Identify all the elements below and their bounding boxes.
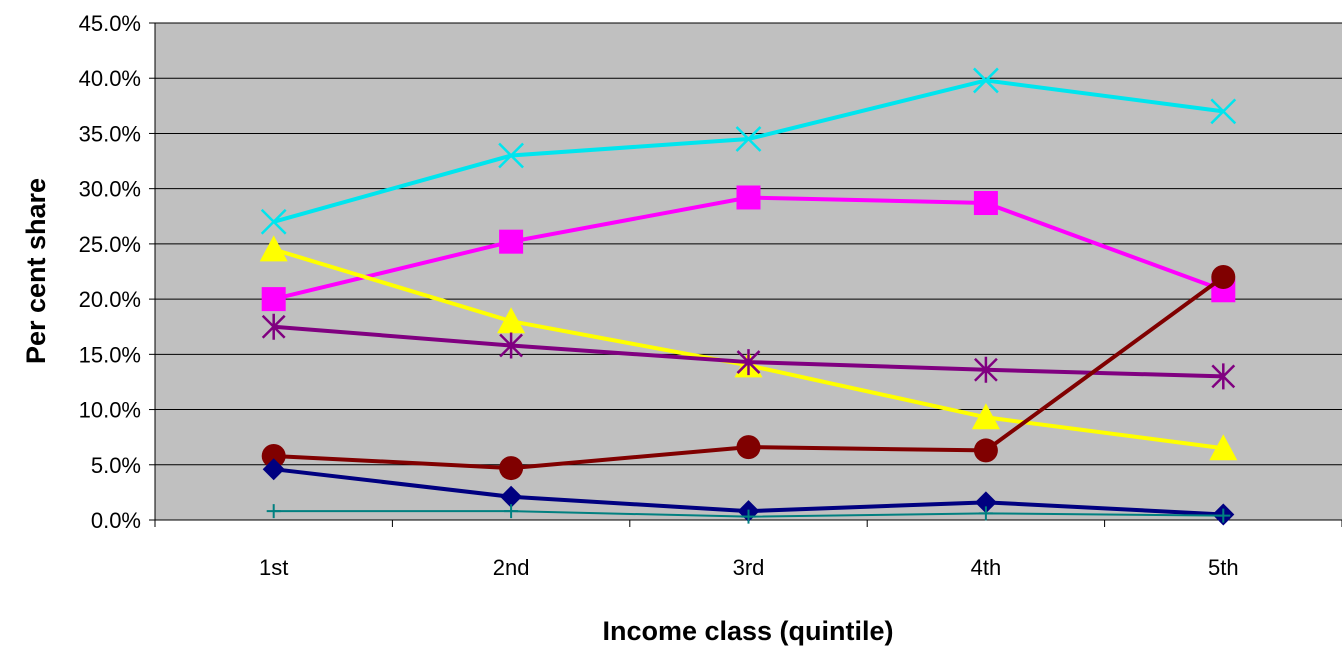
data-point bbox=[974, 491, 997, 514]
series-1 bbox=[260, 67, 1237, 235]
x-tick-label: 2nd bbox=[493, 555, 530, 580]
data-point bbox=[1209, 434, 1238, 461]
data-point bbox=[973, 191, 998, 216]
y-tick-label: 20.0% bbox=[79, 287, 141, 312]
data-point bbox=[261, 443, 286, 468]
y-axis-title: Per cent share bbox=[21, 178, 51, 364]
x-tick-label: 3rd bbox=[733, 555, 765, 580]
tick-labels: 0.0% 5.0% 10.0% 15.0% 20.0% 25.0% 30.0% 35.0% 40… bbox=[79, 11, 1239, 580]
y-tick-label: 45.0% bbox=[79, 11, 141, 36]
data-point bbox=[974, 356, 998, 383]
data-point bbox=[1211, 265, 1236, 290]
data-point bbox=[261, 287, 286, 312]
data-point bbox=[499, 229, 524, 254]
data-point bbox=[497, 307, 526, 334]
data-point bbox=[1216, 508, 1231, 523]
series-lines bbox=[259, 67, 1238, 526]
data-point bbox=[973, 67, 999, 94]
series-7 bbox=[266, 504, 1231, 524]
data-point bbox=[262, 458, 285, 481]
data-point bbox=[971, 403, 1000, 430]
data-point bbox=[736, 435, 761, 460]
y-tick-label: 10.0% bbox=[79, 398, 141, 423]
series-5 bbox=[261, 265, 1236, 481]
data-point bbox=[736, 185, 761, 210]
data-point bbox=[741, 509, 756, 524]
x-tick-label: 5th bbox=[1208, 555, 1239, 580]
data-point bbox=[499, 456, 524, 481]
data-point bbox=[499, 332, 523, 359]
data-point bbox=[260, 208, 287, 235]
y-tick-label: 5.0% bbox=[91, 453, 141, 478]
data-point bbox=[735, 126, 762, 152]
data-point bbox=[973, 438, 998, 463]
data-point bbox=[498, 142, 524, 169]
y-tick-label: 0.0% bbox=[91, 508, 141, 533]
data-point bbox=[1210, 98, 1237, 125]
y-tick-label: 35.0% bbox=[79, 121, 141, 146]
series-2 bbox=[261, 185, 1236, 312]
data-point bbox=[261, 313, 286, 340]
y-tick-label: 40.0% bbox=[79, 66, 141, 91]
data-point bbox=[504, 504, 519, 519]
data-point bbox=[500, 485, 523, 508]
y-tick-label: 25.0% bbox=[79, 232, 141, 257]
x-axis-title: Income class (quintile) bbox=[602, 616, 893, 646]
data-point bbox=[259, 235, 288, 262]
y-tick-label: 30.0% bbox=[79, 177, 141, 202]
data-point bbox=[736, 349, 761, 376]
x-tick-label: 4th bbox=[971, 555, 1002, 580]
data-point bbox=[266, 504, 281, 519]
y-tick-label: 15.0% bbox=[79, 342, 141, 367]
data-point bbox=[1211, 363, 1236, 390]
series-4 bbox=[261, 313, 1236, 390]
data-point bbox=[978, 506, 993, 521]
x-tick-label: 1st bbox=[259, 555, 288, 580]
